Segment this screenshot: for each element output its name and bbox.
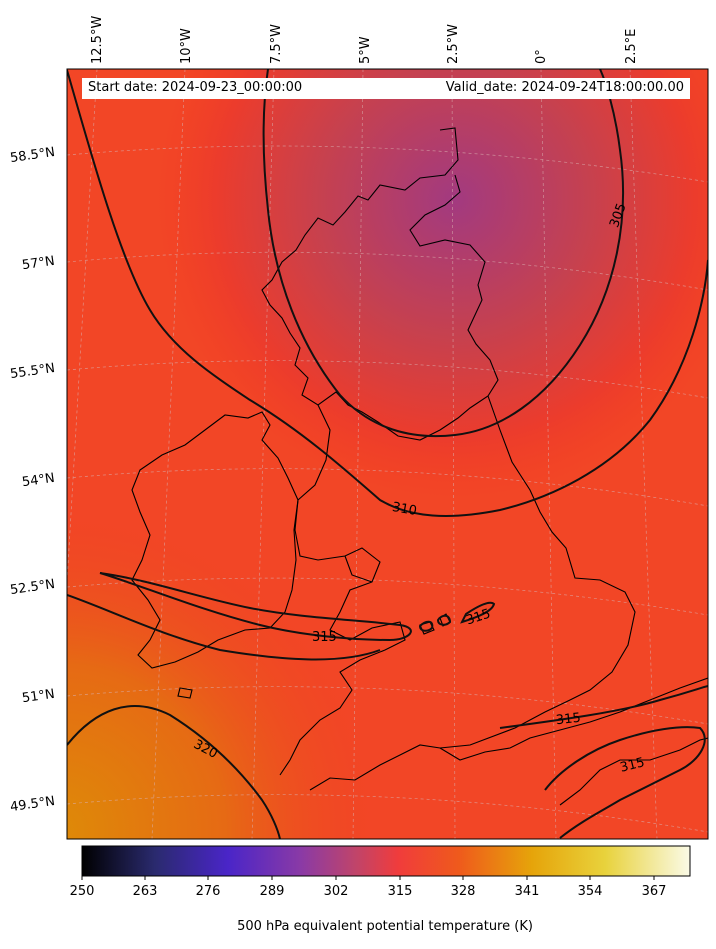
lon-label: 2.5°E xyxy=(624,28,639,64)
colorbar-tick-label: 367 xyxy=(641,884,667,899)
colorbar-tick-label: 328 xyxy=(450,884,476,899)
colorbar-label: 500 hPa equivalent potential temperature… xyxy=(237,919,533,934)
colorbar-tick-label: 302 xyxy=(323,884,349,899)
colorbar-tick-label: 341 xyxy=(514,884,540,899)
colorbar-ticks xyxy=(81,876,655,880)
contour-label-315-east: 315 xyxy=(555,710,582,729)
date-info-box: Start date: 2024-09-23_00:00:00 Valid_da… xyxy=(82,78,690,99)
contour-label-315-west: 315 xyxy=(312,630,337,645)
colorbar-tick-label: 289 xyxy=(259,884,285,899)
temperature-field xyxy=(67,69,708,839)
contour-lines xyxy=(67,69,708,839)
start-date: Start date: 2024-09-23_00:00:00 xyxy=(88,80,303,95)
graticule xyxy=(67,69,708,839)
colorbar-tick-label: 250 xyxy=(69,884,95,899)
lon-label: 5°W xyxy=(358,36,373,64)
colorbar-tick-label: 276 xyxy=(195,884,221,899)
lon-label: 12.5°W xyxy=(90,15,105,64)
colorbar xyxy=(81,845,691,877)
colorbar-tick-label: 263 xyxy=(132,884,158,899)
lon-label: 10°W xyxy=(179,28,194,64)
lon-label: 7.5°W xyxy=(269,23,284,64)
lon-label: 0° xyxy=(534,49,549,64)
map-frame xyxy=(66,68,709,840)
lon-label: 2.5°W xyxy=(446,23,461,64)
valid-date: Valid_date: 2024-09-24T18:00:00.00 xyxy=(445,80,684,95)
colorbar-tick-label: 315 xyxy=(387,884,413,899)
colorbar-tick-label: 354 xyxy=(577,884,603,899)
